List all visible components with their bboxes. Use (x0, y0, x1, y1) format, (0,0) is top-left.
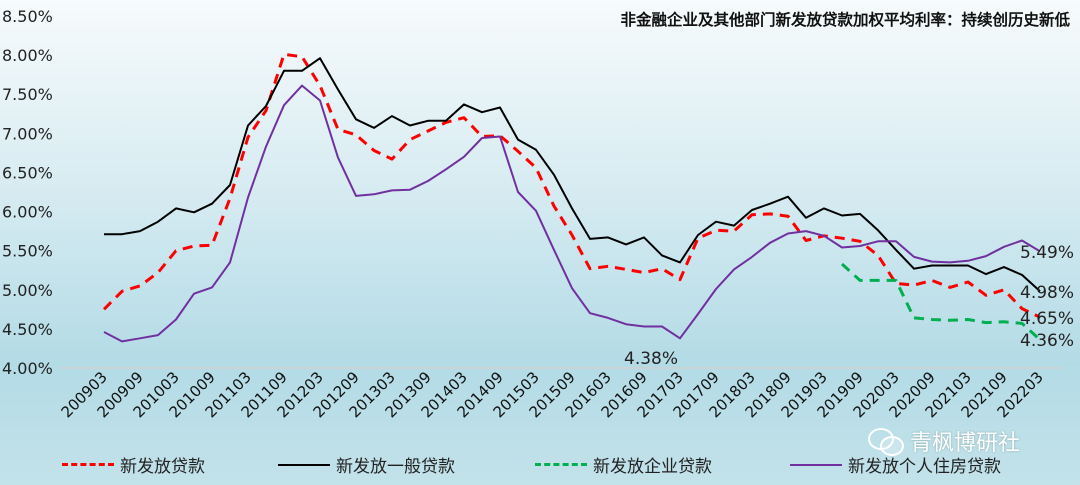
y-tick-label: 6.00% (2, 203, 53, 222)
legend-label: 新发放个人住房贷款 (848, 457, 1001, 477)
wechat-icon (868, 428, 904, 456)
legend-label: 新发放一般贷款 (336, 457, 455, 477)
legend-swatch (62, 463, 114, 466)
y-tick-label: 4.00% (2, 359, 53, 378)
series-line-1 (104, 57, 1041, 293)
y-tick-label: 5.50% (2, 242, 53, 261)
y-tick-label: 8.50% (2, 7, 53, 26)
series-line-2 (840, 262, 1042, 341)
series-line-3 (103, 84, 1041, 343)
data-label: 4.65% (1020, 309, 1074, 329)
chart-title: 非金融企业及其他部门新发放贷款加权平均利率：持续创历史新低 (620, 10, 1070, 29)
legend: 新发放贷款 新发放一般贷款 新发放企业贷款 新发放个人住房贷款 (0, 452, 1080, 480)
y-tick-label: 5.00% (2, 281, 53, 300)
y-tick-label: 7.00% (2, 124, 53, 143)
legend-item-general-loans: 新发放一般贷款 (278, 452, 455, 477)
legend-item-new-loans: 新发放贷款 (62, 452, 205, 477)
y-tick-label: 6.50% (2, 163, 53, 182)
y-tick-label: 8.00% (2, 46, 53, 65)
watermark-text: 青枫博研社 (910, 431, 1021, 456)
data-label: 4.38% (624, 349, 678, 369)
legend-item-mortgage-loans: 新发放个人住房贷款 (790, 452, 1001, 477)
data-label: 4.98% (1020, 283, 1074, 303)
legend-swatch (790, 463, 842, 466)
series-line-0 (102, 52, 1041, 319)
legend-swatch (278, 463, 330, 466)
legend-label: 新发放贷款 (120, 457, 205, 477)
y-tick-label: 4.50% (2, 320, 53, 339)
legend-item-enterprise-loans: 新发放企业贷款 (535, 452, 712, 477)
y-tick-label: 7.50% (2, 85, 53, 104)
data-label: 4.36% (1020, 331, 1074, 351)
data-label: 5.49% (1020, 243, 1074, 263)
legend-swatch (535, 463, 587, 466)
legend-label: 新发放企业贷款 (593, 457, 712, 477)
watermark: 青枫博研社 (868, 425, 1020, 457)
